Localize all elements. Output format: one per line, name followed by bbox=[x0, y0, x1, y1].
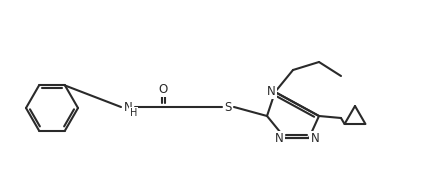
Text: N: N bbox=[275, 133, 283, 145]
Text: N: N bbox=[266, 85, 275, 97]
Text: N: N bbox=[124, 100, 132, 114]
Text: N: N bbox=[310, 133, 319, 145]
Text: O: O bbox=[158, 82, 168, 96]
Text: H: H bbox=[130, 108, 137, 118]
Text: S: S bbox=[224, 100, 232, 114]
